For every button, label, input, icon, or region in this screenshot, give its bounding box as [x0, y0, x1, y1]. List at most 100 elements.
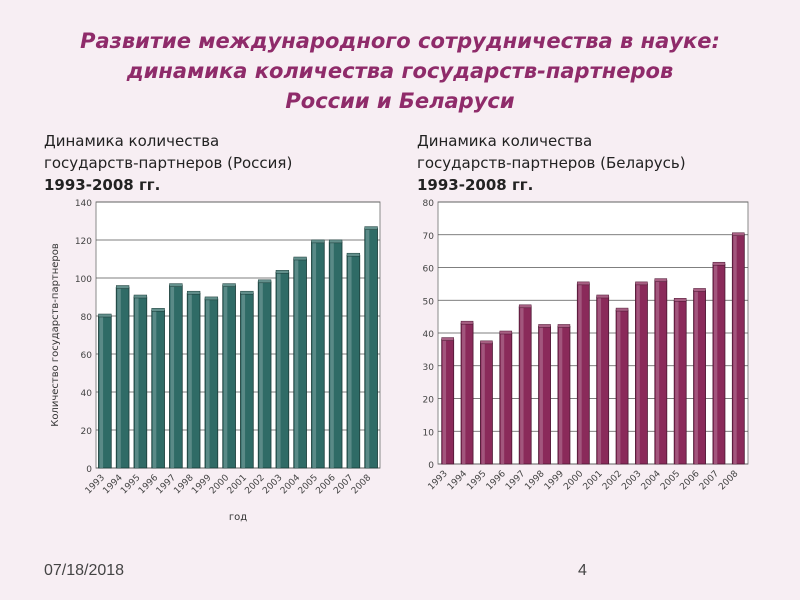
y-tick-label: 10	[423, 428, 435, 438]
x-tick-label: 2001	[226, 473, 249, 496]
bar-highlight	[694, 291, 698, 464]
bar-highlight	[117, 288, 121, 468]
bar-highlight	[99, 317, 104, 468]
bar-highlight	[500, 334, 505, 464]
y-tick-label: 40	[423, 330, 435, 340]
bar-highlight	[312, 242, 317, 468]
y-tick-label: 40	[81, 389, 93, 399]
bar-cap	[293, 256, 307, 261]
bar-cap	[441, 337, 454, 341]
bar-highlight	[330, 242, 334, 468]
bar-cap	[480, 340, 493, 345]
chart-title-years: 1993-2008 гг.	[44, 176, 161, 194]
bar-cap	[222, 283, 236, 287]
bar-cap	[518, 304, 532, 309]
bar-highlight	[170, 286, 175, 468]
bar-cap	[732, 232, 745, 236]
y-tick-label: 80	[423, 199, 435, 209]
x-tick-label: 2004	[640, 469, 663, 492]
x-tick-label: 2003	[261, 473, 284, 496]
bar-cap	[499, 330, 513, 335]
chart-title-line: Динамика количества	[44, 132, 220, 150]
bar-highlight	[241, 294, 246, 468]
bar-highlight	[152, 311, 157, 468]
bar-highlight	[347, 256, 352, 468]
x-tick-label: 2008	[717, 469, 740, 492]
bar-cap	[133, 294, 148, 299]
slide-title: Развитие международного сотрудничества в…	[20, 26, 780, 116]
y-tick-label: 30	[423, 363, 435, 373]
y-tick-label: 20	[423, 396, 435, 406]
y-tick-label: 0	[428, 461, 434, 471]
y-tick-label: 70	[423, 232, 435, 242]
y-tick-label: 120	[75, 237, 92, 247]
bar-highlight	[294, 260, 299, 468]
y-tick-label: 60	[81, 351, 93, 361]
x-tick-label: 2001	[582, 469, 605, 492]
x-tick-label: 2007	[332, 473, 355, 496]
x-tick-label: 2002	[601, 469, 624, 492]
x-tick-label: 2007	[698, 469, 721, 492]
y-tick-label: 100	[75, 275, 92, 285]
page-number: 4	[578, 562, 587, 579]
slide-date: 07/18/2018	[44, 562, 125, 579]
chart-title-line: Динамика количества	[417, 132, 593, 150]
chart-title-years: 1993-2008 гг.	[417, 176, 534, 194]
bar-cap	[98, 313, 112, 318]
chart-title-russia: Динамика количества государств-партнеров…	[44, 130, 292, 196]
x-tick-label: 2005	[659, 469, 682, 492]
y-tick-label: 50	[423, 297, 435, 307]
bar-cap	[240, 290, 254, 295]
bar-highlight	[188, 294, 192, 468]
x-tick-label: 1995	[465, 469, 488, 492]
bar-cap	[204, 296, 219, 301]
bar-cap	[364, 226, 378, 230]
bar-cap	[460, 320, 474, 325]
x-tick-label: 1996	[485, 469, 508, 492]
bar-cap	[596, 294, 609, 299]
x-tick-label: 1994	[446, 469, 469, 492]
y-tick-label: 140	[75, 199, 92, 209]
x-axis-label: год	[229, 512, 247, 523]
bar-cap	[311, 239, 325, 244]
bar-highlight	[636, 284, 640, 464]
x-tick-label: 2000	[562, 469, 585, 492]
x-tick-label: 1997	[155, 473, 178, 496]
bar-cap	[538, 324, 551, 328]
bar-highlight	[442, 340, 447, 464]
bar-cap	[346, 252, 361, 257]
bar-highlight	[539, 327, 543, 464]
bar-highlight	[597, 297, 602, 464]
bar-highlight	[520, 307, 524, 464]
bar-cap	[257, 279, 272, 284]
bar-cap	[557, 324, 571, 328]
x-tick-label: 1999	[543, 469, 566, 492]
slide-title-line: динамика количества государств-партнеров	[126, 59, 674, 83]
x-tick-label: 1993	[427, 469, 450, 492]
x-tick-label: 1997	[504, 469, 527, 492]
bar-cap	[151, 308, 165, 312]
bar-cap	[328, 239, 343, 244]
bar-highlight	[733, 235, 737, 464]
y-tick-label: 60	[423, 265, 435, 275]
y-axis-label: Количество государств-партнеров	[50, 243, 61, 427]
x-tick-label: 2008	[350, 473, 373, 496]
x-tick-label: 2002	[243, 473, 266, 496]
bar-cap	[115, 285, 130, 289]
bar-cap	[673, 298, 687, 302]
bar-highlight	[558, 327, 563, 464]
slide-title-line: Развитие международного сотрудничества в…	[80, 29, 720, 53]
bar-cap	[654, 278, 668, 282]
y-tick-label: 80	[81, 313, 93, 323]
bar-highlight	[578, 284, 582, 464]
bar-highlight	[223, 286, 228, 468]
chart-title-belarus: Динамика количества государств-партнеров…	[417, 130, 686, 196]
bar-highlight	[617, 311, 621, 464]
x-tick-label: 2006	[678, 469, 701, 492]
x-tick-label: 2005	[297, 473, 320, 496]
x-tick-label: 1993	[84, 473, 107, 496]
bar-highlight	[365, 229, 370, 468]
bar-cap	[275, 270, 290, 274]
bar-highlight	[134, 298, 139, 468]
